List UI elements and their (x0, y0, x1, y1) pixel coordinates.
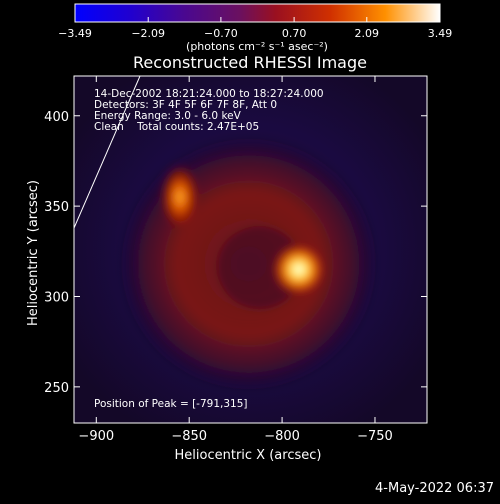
secondary-source (159, 163, 200, 232)
x-tick-label: −900 (78, 429, 114, 444)
annotation-detectors: Detectors: 3F 4F 5F 6F 7F 8F, Att 0 (94, 99, 277, 111)
annotation-energy: Energy Range: 3.0 - 6.0 keV (94, 110, 242, 122)
y-axis-ticks: 250 300 350 400 (44, 110, 427, 396)
x-axis-label: Heliocentric X (arcsec) (175, 448, 322, 463)
colorbar-units: (photons cm⁻² s⁻¹ asec⁻²) (186, 40, 328, 53)
annotation-time: 14-Dec-2002 18:21:24.000 to 18:27:24.000 (94, 88, 324, 100)
footer-timestamp: 4-May-2022 06:37 (375, 481, 494, 496)
colorbar-tick-label: 2.09 (355, 27, 380, 40)
y-tick-label: 250 (44, 381, 69, 396)
colorbar: −3.49 −2.09 −0.70 0.70 2.09 3.49 (photons cm⁻… (58, 3, 452, 53)
y-tick-label: 350 (44, 200, 69, 215)
y-axis-label: Heliocentric Y (arcsec) (26, 180, 41, 326)
x-axis-ticks: −900 −850 −800 −750 (78, 76, 393, 444)
x-tick-label: −850 (171, 429, 207, 444)
solar-limb-line (74, 76, 141, 229)
chart-title: Reconstructed RHESSI Image (133, 53, 367, 72)
colorbar-tick-label: −2.09 (131, 27, 165, 40)
colorbar-ticks: −3.49 −2.09 −0.70 0.70 2.09 3.49 (58, 17, 452, 40)
info-annotations: 14-Dec-2002 18:21:24.000 to 18:27:24.000… (94, 88, 324, 410)
colorbar-tick-label: −3.49 (58, 27, 92, 40)
peak-position-label: Position of Peak = [-791,315] (94, 398, 248, 410)
x-tick-label: −800 (264, 429, 300, 444)
colorbar-tick-label: −0.70 (204, 27, 238, 40)
peak-source (270, 241, 327, 298)
colorbar-strip (74, 3, 441, 23)
annotation-clean: Clean Total counts: 2.47E+05 (94, 121, 259, 133)
plot-area: −900 −850 −800 −750 250 300 350 400 (44, 75, 428, 444)
y-tick-label: 300 (44, 290, 69, 305)
plot-frame (73, 75, 428, 424)
colorbar-tick-label: 3.49 (428, 27, 453, 40)
colorbar-tick-label: 0.70 (282, 27, 307, 40)
y-tick-label: 400 (44, 110, 69, 125)
x-tick-label: −750 (357, 429, 393, 444)
